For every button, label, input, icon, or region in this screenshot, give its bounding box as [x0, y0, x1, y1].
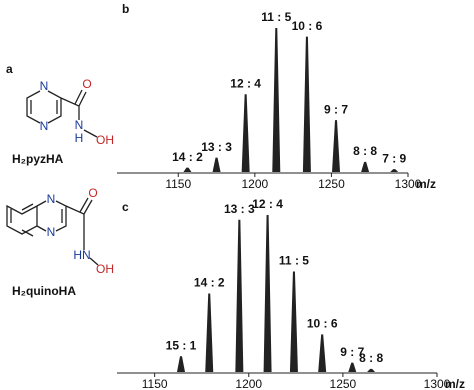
structure-pyz: N N O N H OH H₂pyzHA [12, 77, 114, 166]
peak-label: 12 : 4 [252, 197, 283, 211]
peak-label: 12 : 4 [230, 76, 261, 90]
peak-label: 13 : 3 [224, 202, 255, 216]
peak-label: 11 : 5 [279, 254, 309, 268]
peak-label: 11 : 5 [261, 10, 291, 24]
peak [302, 36, 311, 172]
peak [348, 362, 357, 372]
peak-label: 9 : 7 [324, 102, 348, 116]
peak [332, 120, 341, 172]
compound-name: H₂pyzHA [12, 152, 64, 166]
atom: N [47, 192, 56, 206]
atom: N [75, 118, 84, 132]
peak [318, 334, 327, 372]
peak-label: 15 : 1 [166, 338, 197, 352]
peak [235, 219, 244, 372]
panel-label: a [6, 62, 13, 76]
peak-label: 14 : 2 [172, 150, 203, 164]
bond [6, 197, 99, 266]
x-tick-label: 1150 [142, 377, 168, 390]
atom: OH [96, 262, 114, 276]
atom: N [40, 79, 49, 93]
peak-label: 8 : 8 [359, 351, 383, 365]
peak [289, 271, 298, 372]
panel-label: b [122, 2, 129, 16]
atom: O [88, 186, 97, 200]
bond [26, 89, 98, 138]
peak [183, 167, 192, 172]
x-axis-label: m/z [445, 377, 465, 390]
x-tick-label: 1300 [424, 377, 451, 390]
atom: N [47, 225, 56, 239]
peak-label: 13 : 3 [201, 140, 232, 154]
peak [212, 157, 221, 172]
panel-label: c [122, 200, 129, 214]
peak-label: 14 : 2 [194, 276, 225, 290]
peak [177, 356, 185, 372]
compound-name: H₂quinoHA [12, 284, 76, 298]
peak [361, 161, 370, 172]
atom: HN [73, 248, 90, 262]
x-tick-label: 1300 [395, 177, 422, 191]
peak-label: 7 : 9 [382, 151, 406, 165]
x-tick-label: 1150 [165, 177, 191, 191]
peak-label: 10 : 6 [307, 316, 338, 330]
peak [205, 293, 214, 372]
x-tick-label: 1200 [235, 377, 262, 390]
peak-label: 10 : 6 [292, 19, 323, 33]
peak [390, 169, 399, 172]
atom: H [75, 131, 84, 145]
peak [263, 215, 272, 372]
peak-label: 9 : 7 [340, 345, 364, 359]
peak [367, 368, 376, 372]
x-tick-label: 1200 [241, 177, 268, 191]
peak [272, 28, 281, 172]
x-tick-label: 1250 [330, 377, 357, 390]
peak [241, 94, 250, 172]
x-axis-label: m/z [416, 177, 436, 191]
atom: O [82, 77, 91, 91]
peak-label: 8 : 8 [353, 144, 377, 158]
atom: N [40, 119, 49, 133]
atom: OH [96, 133, 114, 147]
x-tick-label: 1250 [318, 177, 345, 191]
structure-quino: N N O HN OH H₂quinoHA [6, 186, 114, 298]
